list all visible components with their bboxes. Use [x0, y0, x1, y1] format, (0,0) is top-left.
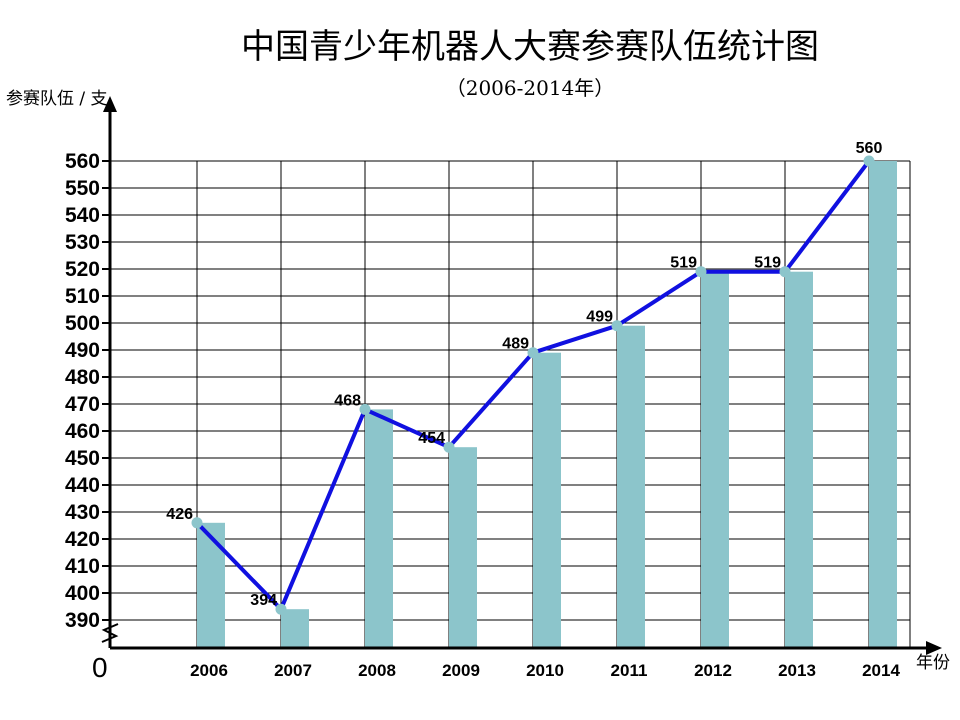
y-tick-label: 480 — [65, 366, 100, 389]
bar — [701, 271, 729, 648]
x-tick-label: 2011 — [611, 661, 648, 680]
line-point — [443, 441, 455, 453]
y-tick-label: 520 — [65, 258, 100, 281]
axes — [101, 96, 942, 655]
trend-line — [191, 155, 875, 615]
y-tick-label: 530 — [65, 231, 100, 254]
data-label: 519 — [670, 255, 697, 272]
chart-subtitle: （2006-2014年） — [446, 76, 615, 100]
line-point — [191, 517, 203, 529]
bar — [197, 522, 225, 648]
data-label: 519 — [754, 255, 781, 272]
line-point — [527, 347, 539, 359]
x-tick-label: 2006 — [190, 661, 228, 680]
y-axis-arrow — [103, 96, 117, 112]
y-tick-label: 420 — [65, 528, 100, 551]
y-tick-label: 540 — [65, 204, 100, 227]
line-point — [359, 403, 371, 415]
x-tick-label: 2010 — [526, 661, 564, 680]
y-tick-label: 440 — [65, 474, 100, 497]
y-tick-label: 550 — [65, 177, 100, 200]
y-tick-label: 560 — [65, 150, 100, 173]
x-tick-labels: 2006 2007 2008 2009 2010 2011 2012 2013 2014 — [190, 661, 900, 680]
bar — [449, 447, 477, 648]
line-point — [779, 266, 791, 278]
y-tick-label: 400 — [65, 582, 100, 605]
x-axis-label: 年份 — [916, 653, 950, 673]
data-label: 560 — [856, 140, 883, 157]
y-axis-label: 参赛队伍 / 支 — [6, 88, 108, 109]
y-tick-labels: 390 400 410 420 430 440 450 460 470 480 490 500 510 5… — [65, 150, 100, 632]
bar — [785, 271, 813, 648]
bars — [197, 161, 897, 648]
bar — [869, 161, 897, 648]
axis-break-mark — [101, 623, 119, 643]
y-tick-label: 460 — [65, 420, 100, 443]
y-tick-label: 410 — [65, 555, 100, 578]
y-tick-label: 430 — [65, 501, 100, 524]
bar — [365, 409, 393, 648]
x-tick-label: 2013 — [778, 661, 816, 680]
data-label: 489 — [502, 336, 529, 353]
line-point — [611, 320, 623, 332]
x-tick-label: 2014 — [862, 661, 900, 680]
y-tick-label: 500 — [65, 312, 100, 335]
x-axis-arrow — [926, 641, 942, 655]
y-tick-label: 450 — [65, 447, 100, 470]
x-tick-label: 2009 — [442, 661, 480, 680]
y-tick-label: 390 — [65, 609, 100, 632]
data-label: 468 — [334, 392, 361, 409]
data-label: 454 — [418, 430, 445, 447]
bar — [617, 325, 645, 648]
y-tick-label: 510 — [65, 285, 100, 308]
line-point — [275, 603, 287, 615]
y-tick-label: 470 — [65, 393, 100, 416]
line-point — [695, 266, 707, 278]
origin-label: 0 — [92, 652, 108, 683]
x-tick-label: 2007 — [274, 661, 312, 680]
data-labels: 426 394 468 454 489 499 519 519 560 — [166, 140, 882, 609]
y-tick-label: 490 — [65, 339, 100, 362]
bar — [533, 352, 561, 648]
data-label: 426 — [166, 506, 193, 523]
chart-title: 中国青少年机器人大赛参赛队伍统计图 — [241, 27, 819, 67]
line-point — [863, 155, 875, 167]
x-tick-label: 2012 — [694, 661, 732, 680]
data-label: 394 — [250, 592, 277, 609]
bar — [281, 609, 309, 648]
x-tick-label: 2008 — [358, 661, 396, 680]
data-label: 499 — [586, 309, 613, 326]
